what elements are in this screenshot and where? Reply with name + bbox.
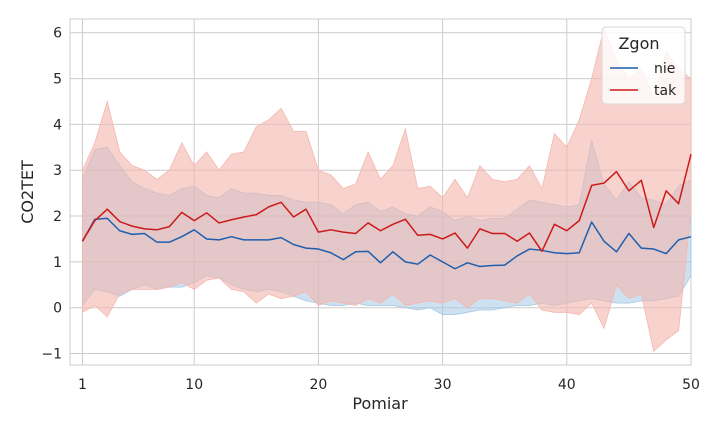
y-tick-label: 4 bbox=[53, 117, 62, 133]
x-tick-label: 30 bbox=[434, 377, 452, 393]
series-lines bbox=[81, 154, 692, 270]
line-tak bbox=[81, 154, 692, 253]
x-tick-label: 1 bbox=[78, 377, 87, 393]
y-tick-label: 0 bbox=[53, 301, 62, 317]
legend-label-nie: nie bbox=[654, 61, 675, 77]
band-tak bbox=[82, 26, 692, 353]
line-nie bbox=[81, 217, 692, 270]
y-tick-label: 1 bbox=[53, 255, 62, 271]
y-axis: −1 0 1 2 3 4 5 6 bbox=[41, 26, 62, 363]
y-tick-label: 3 bbox=[53, 163, 62, 179]
legend: Zgon nie tak bbox=[601, 26, 686, 105]
legend-title: Zgon bbox=[618, 34, 659, 53]
y-axis-title: CO2TET bbox=[18, 160, 37, 224]
x-tick-label: 40 bbox=[558, 377, 576, 393]
x-tick-label: 20 bbox=[309, 377, 327, 393]
y-tick-label: −1 bbox=[41, 347, 62, 363]
x-axis-title: Pomiar bbox=[352, 394, 408, 413]
x-tick-label: 50 bbox=[682, 377, 700, 393]
y-tick-label: 6 bbox=[53, 26, 62, 42]
y-tick-label: 5 bbox=[53, 72, 62, 88]
x-axis: 1 10 20 30 40 50 bbox=[78, 377, 700, 393]
y-tick-label: 2 bbox=[53, 209, 62, 225]
x-tick-label: 10 bbox=[185, 377, 203, 393]
legend-label-tak: tak bbox=[654, 83, 677, 99]
legend-box bbox=[601, 26, 686, 105]
